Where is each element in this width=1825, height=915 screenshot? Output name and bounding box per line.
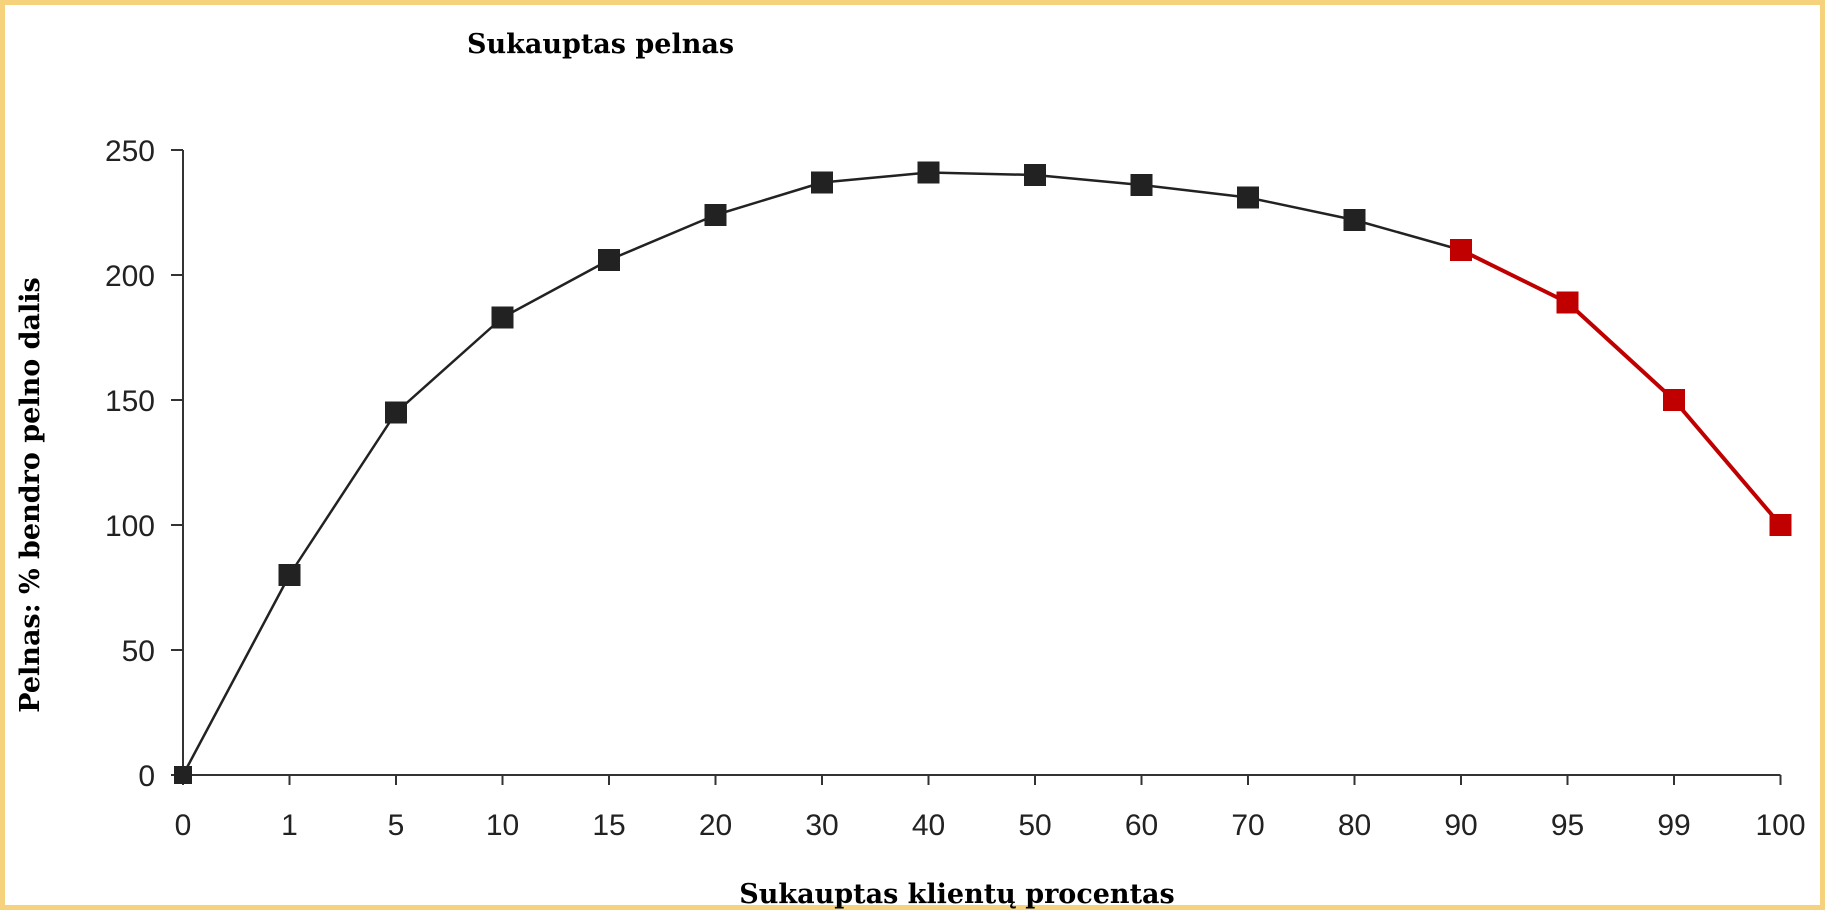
chart-svg: Sukauptas pelnas Sukauptas klientų proce… xyxy=(15,29,1806,910)
x-tick-label: 90 xyxy=(1444,809,1477,842)
x-tick-label: 40 xyxy=(912,809,945,842)
x-tick-label: 100 xyxy=(1755,809,1805,842)
data-point-highlight xyxy=(1450,239,1472,261)
data-point xyxy=(1024,164,1046,186)
data-point xyxy=(174,766,192,784)
data-point xyxy=(385,401,407,424)
x-tick-label: 60 xyxy=(1125,809,1158,842)
x-tick-label: 15 xyxy=(592,809,625,842)
series-line xyxy=(181,171,1462,776)
series-line-highlight xyxy=(1460,248,1783,527)
x-tick-label: 10 xyxy=(486,809,519,842)
y-tick-label: 150 xyxy=(105,385,155,418)
y-tick-label: 250 xyxy=(105,135,155,168)
chart-title: Sukauptas pelnas xyxy=(467,29,734,60)
x-tick-label: 1 xyxy=(281,809,298,842)
x-ticks: 0 1 5 10 15 20 30 40 50 60 70 80 90 95 99 100 xyxy=(175,775,1806,842)
data-point xyxy=(278,564,301,586)
x-tick-label: 50 xyxy=(1018,809,1051,842)
data-point xyxy=(704,204,727,226)
data-point-highlight xyxy=(1769,514,1792,536)
series-lines xyxy=(181,171,1783,776)
data-point-highlight xyxy=(1556,291,1579,314)
y-tick-label: 100 xyxy=(105,510,155,543)
y-tick-label: 50 xyxy=(122,635,155,668)
x-tick-label: 20 xyxy=(699,809,732,842)
x-tick-label: 95 xyxy=(1551,809,1584,842)
x-tick-label: 80 xyxy=(1338,809,1371,842)
data-point xyxy=(491,306,514,329)
y-axis-label: Pelnas: % bendro pelno dalis xyxy=(15,277,46,712)
data-point xyxy=(811,171,833,194)
x-tick-label: 5 xyxy=(388,809,405,842)
x-tick-label: 30 xyxy=(805,809,838,842)
data-point-highlight xyxy=(1663,389,1685,411)
y-tick-label: 200 xyxy=(105,260,155,293)
x-tick-label: 70 xyxy=(1231,809,1264,842)
data-point xyxy=(1237,186,1259,209)
data-point xyxy=(1130,174,1153,196)
y-ticks: 0 50 100 150 200 250 xyxy=(105,135,183,793)
y-tick-label: 0 xyxy=(138,760,155,793)
data-point xyxy=(598,249,620,271)
x-axis-label: Sukauptas klientų procentas xyxy=(739,879,1174,910)
series-markers xyxy=(174,161,1792,784)
data-point xyxy=(917,161,940,184)
x-tick-label: 99 xyxy=(1657,809,1690,842)
axes xyxy=(182,150,1781,776)
x-tick-label: 0 xyxy=(175,809,192,842)
data-point xyxy=(1343,209,1366,231)
